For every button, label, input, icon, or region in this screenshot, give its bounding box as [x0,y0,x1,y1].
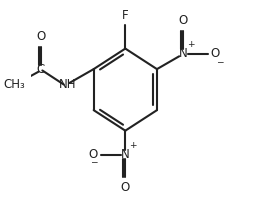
Text: NH: NH [58,78,76,91]
Text: O: O [211,47,220,60]
Text: C: C [37,63,45,76]
Text: N: N [179,47,188,60]
Text: O: O [121,181,130,194]
Text: O: O [179,14,188,27]
Text: O: O [36,30,45,43]
Text: −: − [216,57,223,66]
Text: +: + [187,40,195,50]
Text: O: O [89,148,98,161]
Text: F: F [122,9,129,22]
Text: CH₃: CH₃ [3,78,25,91]
Text: −: − [90,158,97,167]
Text: N: N [121,148,130,161]
Text: +: + [129,141,136,150]
